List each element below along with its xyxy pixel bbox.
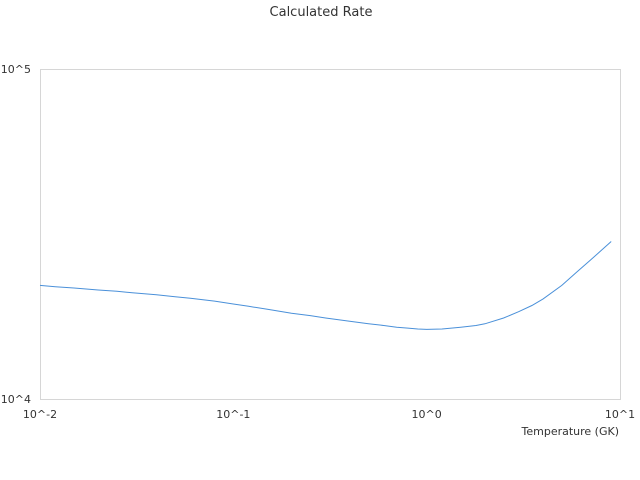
data-point — [97, 289, 100, 292]
data-point — [324, 317, 327, 320]
x-axis-ticks: 10^-2 10^-1 10^0 10^1 — [23, 408, 635, 421]
data-point — [348, 320, 351, 323]
data-point — [517, 310, 520, 313]
data-point — [73, 287, 76, 290]
data-point — [266, 308, 269, 311]
data-point — [309, 314, 312, 317]
data-point — [155, 293, 158, 296]
x-axis-label: Temperature (GK) — [521, 425, 620, 438]
data-point — [600, 249, 603, 252]
plot-area — [40, 69, 621, 400]
data-point — [247, 305, 250, 308]
series-points — [39, 240, 613, 331]
chart-title: Calculated Rate — [270, 5, 373, 20]
x-tick-label: 10^-1 — [216, 408, 250, 421]
data-point — [395, 326, 398, 329]
data-point — [367, 322, 370, 325]
data-point — [475, 324, 478, 327]
data-point — [530, 304, 533, 307]
data-point — [589, 259, 592, 262]
y-tick-label: 10^4 — [1, 393, 31, 406]
y-tick-label: 10^5 — [1, 63, 31, 76]
x-tick-label: 10^1 — [605, 408, 635, 421]
data-point — [232, 303, 235, 306]
data-point — [174, 295, 177, 298]
data-point — [483, 322, 486, 325]
x-tick-label: 10^-2 — [23, 408, 57, 421]
data-point — [131, 291, 134, 294]
data-point — [459, 326, 462, 329]
data-point — [425, 328, 428, 331]
data-point — [382, 324, 385, 327]
data-point — [406, 327, 409, 330]
data-point — [441, 328, 444, 331]
x-tick-label: 10^0 — [412, 408, 442, 421]
data-point — [576, 270, 579, 273]
data-point — [502, 317, 505, 320]
data-point — [416, 328, 419, 331]
data-point — [189, 297, 192, 300]
series-line — [39, 241, 612, 330]
data-point — [115, 290, 118, 293]
data-point — [54, 285, 57, 288]
y-axis-ticks: 10^4 10^5 — [1, 63, 31, 406]
data-point — [542, 297, 545, 300]
data-point — [213, 300, 216, 303]
data-point — [290, 312, 293, 315]
data-point — [610, 240, 613, 243]
data-point — [39, 284, 42, 287]
data-point — [560, 284, 563, 287]
